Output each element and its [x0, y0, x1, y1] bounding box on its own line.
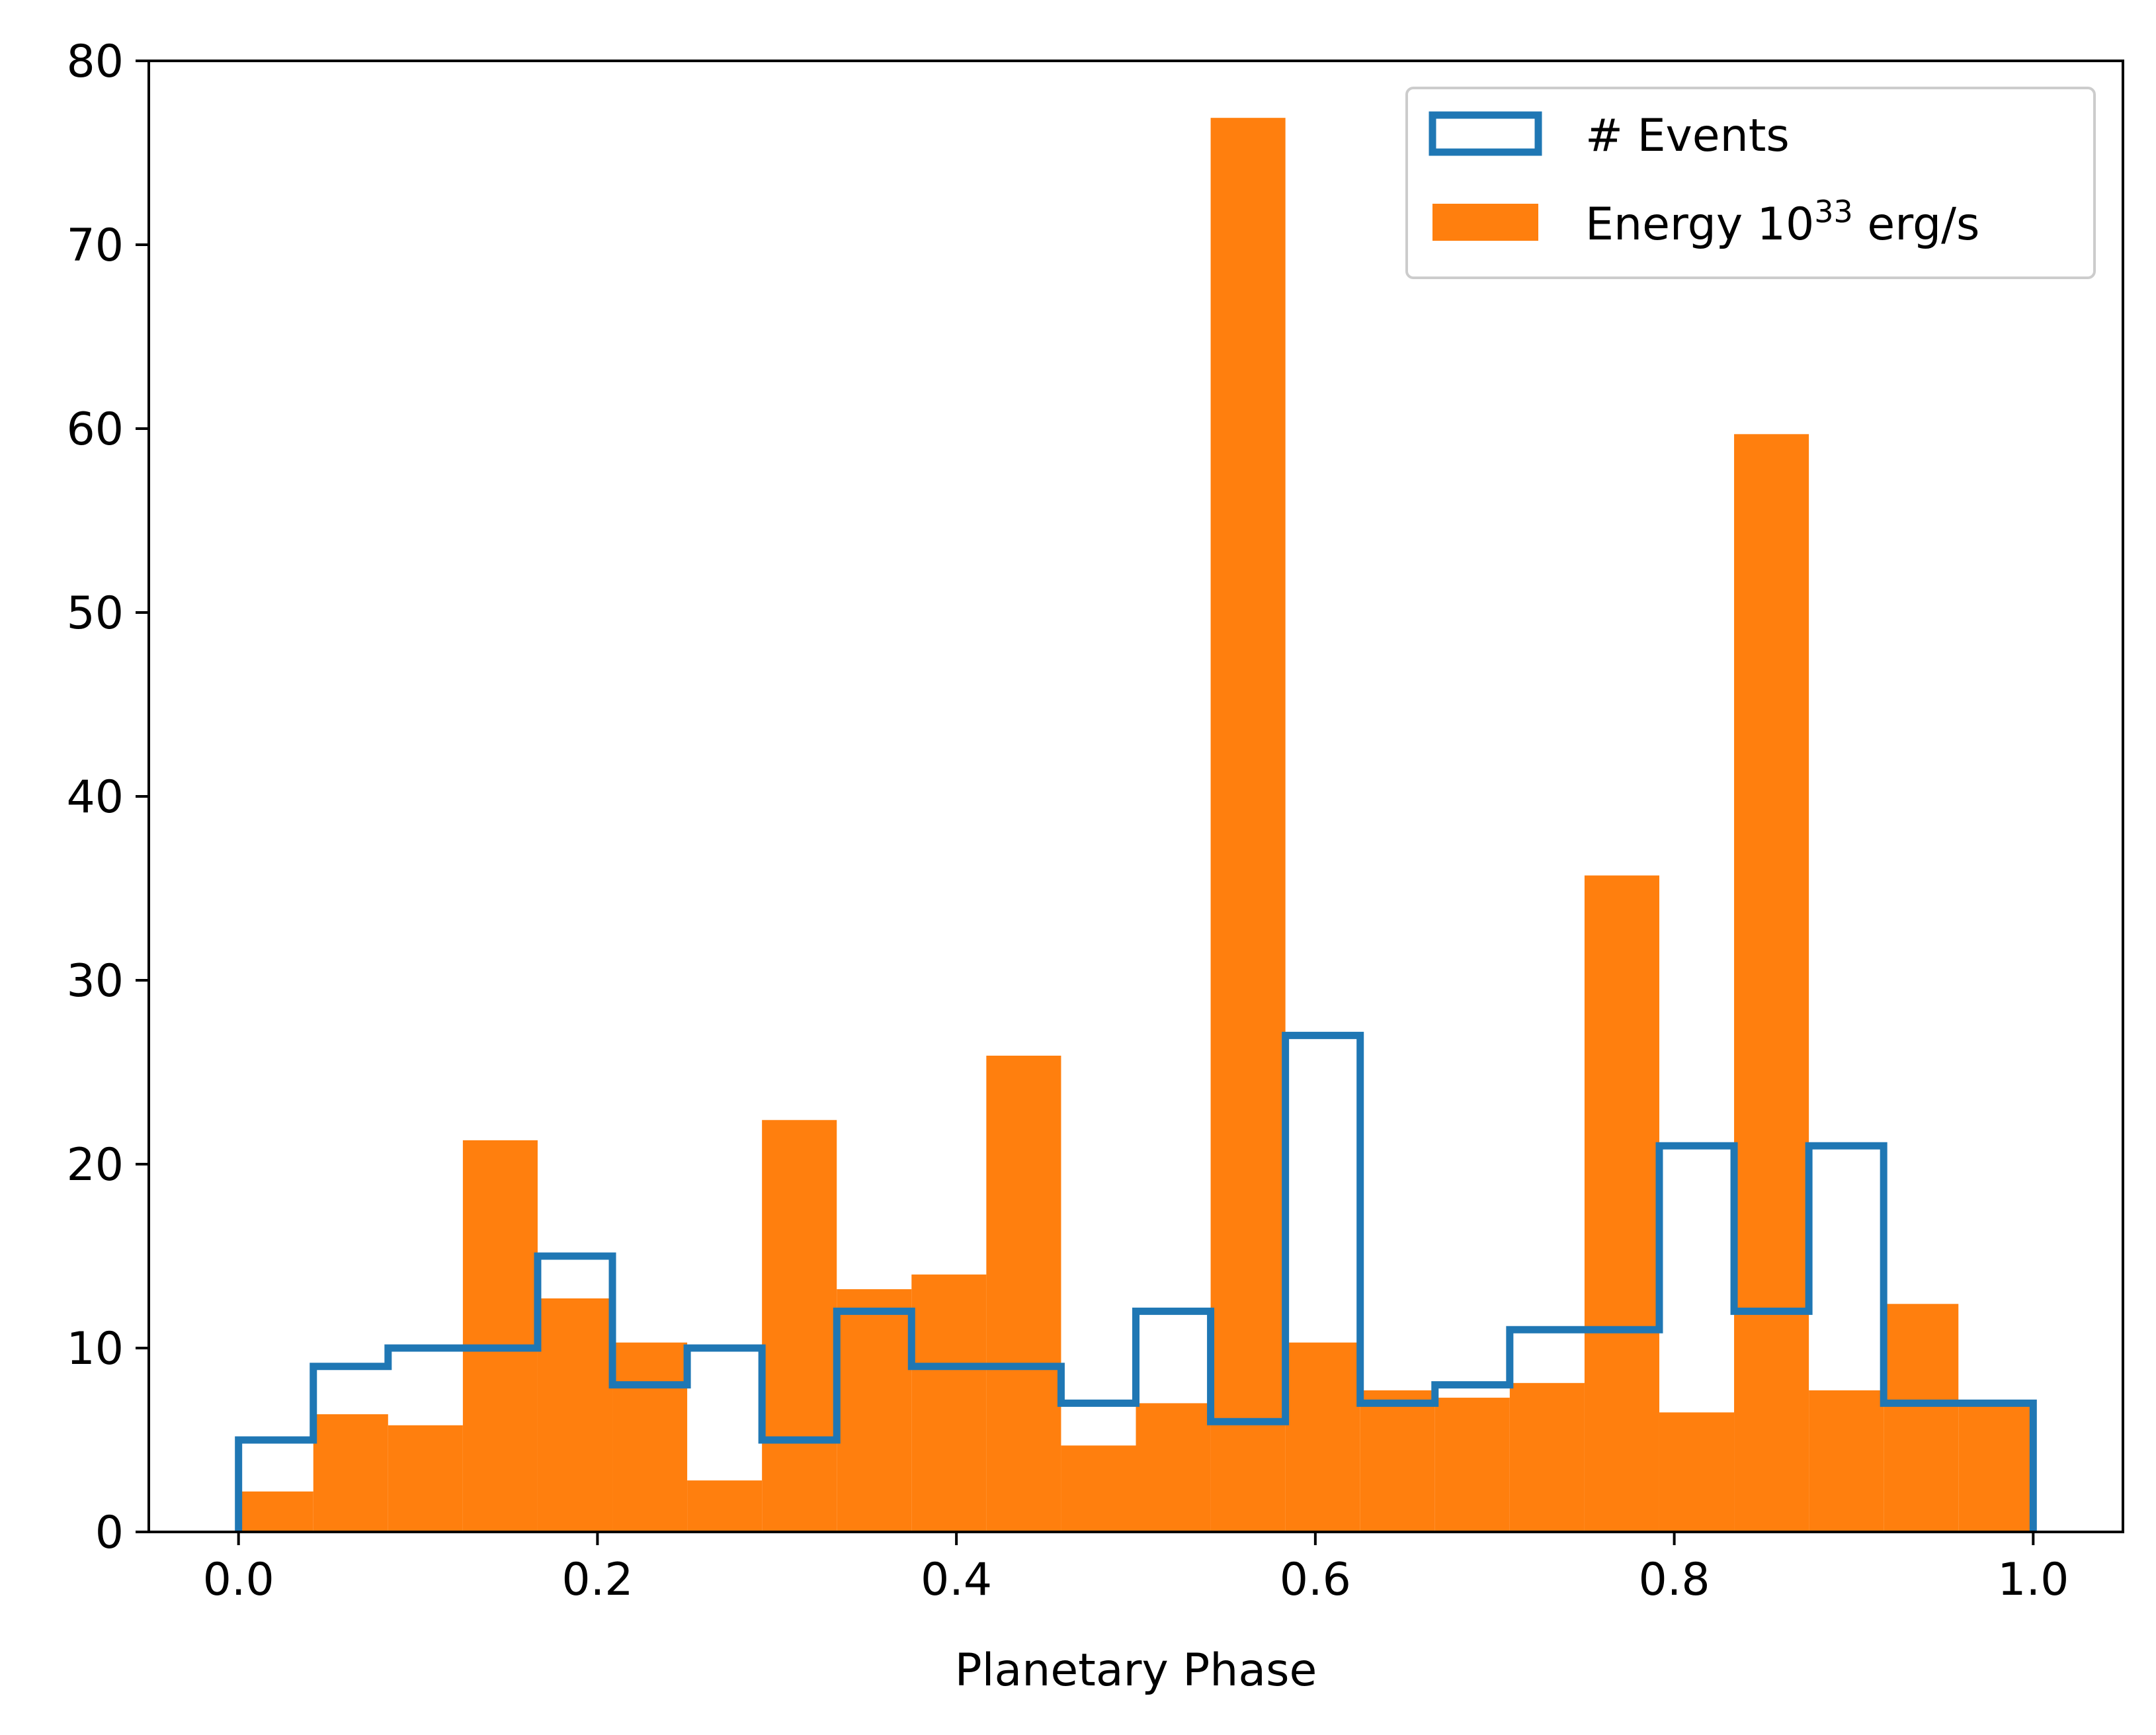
energy-bar: [1958, 1403, 2034, 1532]
x-axis-ticks: 0.0 0.2 0.4 0.6 0.8 1.0: [203, 1532, 2069, 1606]
energy-bar: [238, 1491, 313, 1532]
events-step-group: [235, 1031, 2037, 1532]
x-tick-label: 1.0: [1997, 1554, 2069, 1606]
energy-bar: [1659, 1412, 1735, 1532]
energy-bar: [1061, 1445, 1136, 1532]
legend-energy-exponent: 33: [1814, 194, 1853, 230]
x-tick-label: 0.2: [561, 1554, 633, 1606]
energy-bar: [1210, 118, 1286, 1533]
y-tick-label: 40: [66, 771, 124, 824]
legend-box: [1405, 87, 2096, 279]
x-tick-label: 0.0: [203, 1554, 274, 1606]
energy-bar: [762, 1120, 837, 1532]
energy-bar: [1884, 1304, 1959, 1532]
energy-bar: [462, 1140, 538, 1532]
energy-bars: [238, 118, 2034, 1533]
y-tick-label: 60: [66, 403, 124, 456]
energy-bar: [1809, 1390, 1884, 1532]
legend-events-label: # Events: [1585, 110, 1790, 162]
legend-energy-swatch: [1432, 204, 1538, 241]
legend-energy-label: Energy 1033 erg/s: [1585, 194, 1979, 251]
events-step-line: [235, 1031, 2037, 1532]
x-tick-label: 0.4: [921, 1554, 992, 1606]
x-tick-label: 0.8: [1639, 1554, 1710, 1606]
y-tick-label: 10: [66, 1323, 124, 1375]
y-tick-label: 80: [66, 36, 124, 88]
energy-bar: [313, 1414, 388, 1532]
energy-bar: [1584, 875, 1659, 1532]
y-tick-label: 20: [66, 1139, 124, 1191]
y-axis-ticks: 0 10 20 30 40 50 60 70 80: [66, 36, 149, 1559]
y-tick-label: 0: [95, 1507, 124, 1559]
energy-bar: [1360, 1390, 1435, 1532]
x-tick-label: 0.6: [1280, 1554, 1351, 1606]
energy-bar: [537, 1298, 613, 1532]
legend: # Events Energy 1033 erg/s: [1405, 87, 2096, 279]
energy-bar: [837, 1289, 912, 1532]
y-tick-label: 30: [66, 955, 124, 1007]
energy-bar: [911, 1274, 987, 1532]
x-axis-label: Planetary Phase: [955, 1644, 1317, 1697]
energy-bar: [612, 1342, 688, 1532]
energy-bar: [1434, 1398, 1510, 1532]
legend-energy-unit: erg/s: [1853, 198, 1980, 251]
energy-bar: [986, 1055, 1061, 1532]
y-tick-label: 50: [66, 587, 124, 640]
energy-bar: [388, 1425, 463, 1532]
legend-events-swatch: [1429, 111, 1542, 156]
energy-bar: [687, 1480, 763, 1532]
energy-bar: [1136, 1403, 1211, 1532]
energy-bar: [1734, 434, 1809, 1532]
energy-bar: [1509, 1382, 1585, 1532]
legend-energy-base: Energy 10: [1585, 198, 1814, 251]
y-tick-label: 70: [66, 220, 124, 272]
energy-bar: [1285, 1342, 1360, 1532]
